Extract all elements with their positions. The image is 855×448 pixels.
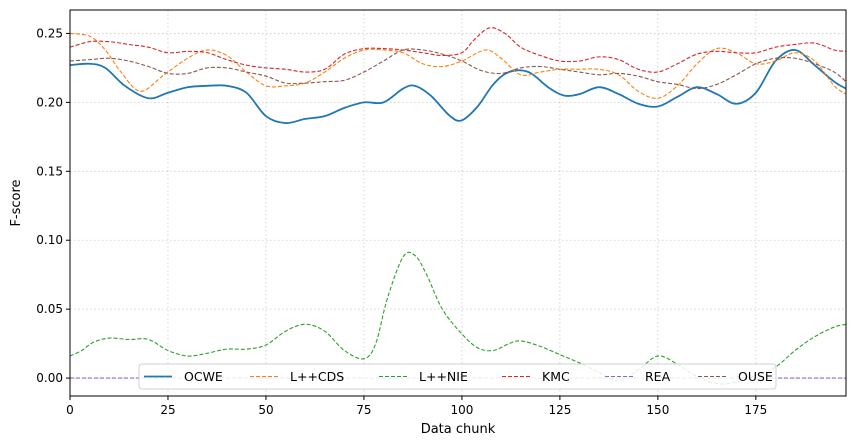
x-tick-label: 150 — [646, 403, 669, 417]
y-axis-label: F-score — [9, 179, 24, 226]
x-tick-label: 25 — [160, 403, 175, 417]
y-tick-label: 0.20 — [36, 95, 63, 109]
y-tick-label: 0.00 — [36, 371, 63, 385]
x-tick-label: 100 — [450, 403, 473, 417]
y-tick-label: 0.05 — [36, 302, 63, 316]
legend-label: OUSE — [738, 369, 773, 384]
x-axis-ticks: 0 25 50 75 100 125 150 175 — [66, 396, 767, 417]
series-line-kmc — [69, 27, 847, 73]
x-tick-label: 0 — [66, 403, 74, 417]
legend: OCWE L++CDS L++NIE KMC REA OUSE — [138, 363, 777, 390]
series-line-l-cds — [69, 32, 847, 99]
x-tick-label: 175 — [744, 403, 767, 417]
y-tick-label: 0.25 — [36, 26, 63, 40]
y-axis-ticks: 0.00 0.05 0.10 0.15 0.20 0.25 — [36, 26, 70, 385]
legend-label: L++NIE — [419, 369, 468, 384]
series-line-ouse — [69, 48, 847, 90]
legend-box — [138, 363, 777, 390]
legend-label: L++CDS — [290, 369, 344, 384]
x-tick-label: 125 — [548, 403, 571, 417]
x-axis-label: Data chunk — [421, 422, 496, 437]
x-tick-label: 50 — [258, 403, 273, 417]
y-tick-label: 0.15 — [36, 164, 63, 178]
legend-label: KMC — [542, 369, 570, 384]
y-tick-label: 0.10 — [36, 233, 63, 247]
plot-frame — [69, 9, 847, 397]
legend-label: OCWE — [184, 369, 223, 384]
series-line-ocwe — [69, 49, 847, 124]
x-tick-label: 75 — [356, 403, 371, 417]
legend-label: REA — [645, 369, 671, 384]
